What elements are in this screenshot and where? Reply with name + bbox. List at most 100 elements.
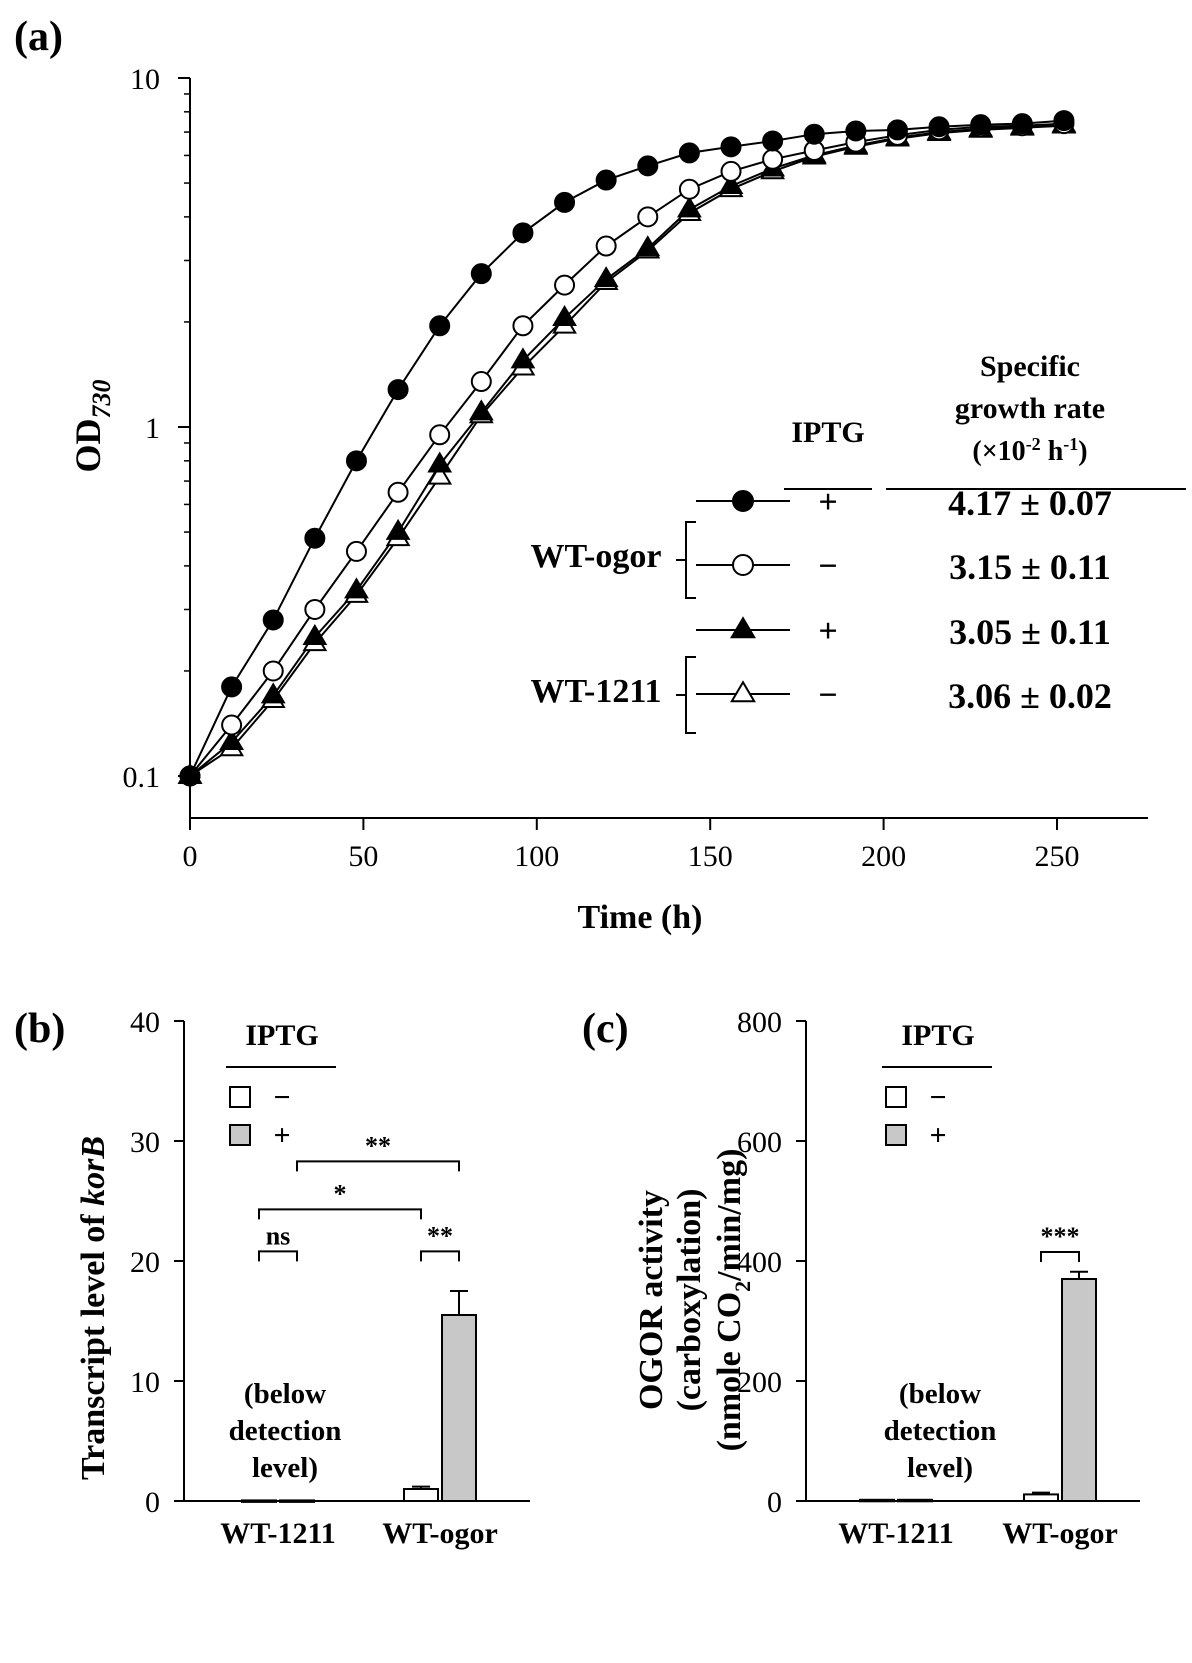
x-category-label: WT-1211	[220, 1517, 336, 1550]
bar-plus	[441, 1314, 477, 1502]
series-line-1	[189, 122, 1064, 777]
data-point-series-3	[427, 463, 453, 485]
legend-growth-rate: 3.05 ± 0.11	[949, 612, 1111, 652]
data-point-series-0	[595, 169, 617, 191]
y-tick-label: 200	[737, 1366, 782, 1399]
data-point-series-0	[1011, 113, 1033, 135]
y-tick-label: 600	[737, 1126, 782, 1159]
legend-label: −	[273, 1081, 290, 1114]
panel-b-bar-chart: (b) Transcript level of korB 0 10 20 30 40 WT…	[14, 1006, 530, 1550]
x-tick-label: 150	[688, 840, 733, 873]
legend-rate-header-line2: growth rate	[955, 392, 1105, 425]
legend-label: −	[929, 1081, 946, 1114]
data-point-series-0	[429, 315, 451, 337]
below-detection-note: level)	[252, 1452, 318, 1484]
data-point-series-2	[219, 729, 245, 751]
panel-a-y-axis-label: OD730	[68, 380, 116, 473]
data-point-series-1	[470, 371, 492, 393]
legend-label: +	[273, 1119, 290, 1152]
legend-bracket-wt-ogor	[676, 521, 696, 599]
panel-a-legend-rows: +4.17 ± 0.07 − 3.15 ± 0.11 + 3.05 ± 0.11 − 3.0…	[696, 483, 1112, 716]
data-point-series-0	[387, 379, 409, 401]
panel-a-y-ticks: 0.1 1 10	[123, 63, 190, 794]
y-tick-label: 400	[737, 1246, 782, 1279]
bar-minus	[403, 1488, 439, 1502]
x-category-label: WT-1211	[838, 1517, 954, 1550]
legend-marker-filled-triangle	[730, 616, 756, 639]
data-point-series-0	[221, 676, 243, 698]
panel-b-y-axis-label: Transcript level of korB	[75, 1136, 112, 1480]
legend-swatch	[229, 1124, 251, 1146]
bar-minus	[859, 1498, 895, 1503]
data-point-series-2	[593, 266, 619, 288]
series-line-0	[189, 119, 1064, 777]
data-point-series-1	[762, 148, 784, 170]
data-point-series-1	[429, 424, 451, 446]
below-detection-note: (below	[899, 1378, 981, 1410]
legend-iptg-sign: +	[818, 613, 837, 650]
data-point-series-2	[260, 682, 286, 704]
y-tick-label: 0	[767, 1486, 782, 1519]
legend-marker-open-circle	[732, 554, 754, 576]
y-tick-label: 0.1	[123, 761, 161, 794]
x-tick-label: 50	[348, 840, 378, 873]
legend-iptg-header: IPTG	[791, 416, 864, 449]
legend-growth-rate: 3.15 ± 0.11	[949, 547, 1111, 587]
significance-bracket	[296, 1160, 460, 1172]
panel-b-plot: 0 10 20 30 40 WT-1211 WT-ogor IPTG − + (below detec…	[130, 1006, 530, 1550]
data-point-series-2	[385, 518, 411, 540]
data-point-series-0	[179, 765, 201, 787]
data-point-series-0	[803, 123, 825, 145]
legend-growth-rate: 4.17 ± 0.07	[948, 483, 1112, 523]
data-point-series-2	[718, 172, 744, 194]
legend-rate-header-line1: Specific	[980, 350, 1080, 383]
panel-c-label: (c)	[582, 1006, 629, 1052]
y-tick-label: 800	[737, 1006, 782, 1039]
below-detection-note: detection	[884, 1415, 997, 1447]
data-point-series-1	[637, 206, 659, 228]
data-point-series-1	[304, 598, 326, 620]
series-line-3	[189, 124, 1064, 777]
legend-title: IPTG	[245, 1019, 318, 1052]
panel-c-plot: 0 200 400 600 800 WT-1211 WT-ogor IPTG − + (below d…	[737, 1006, 1140, 1550]
panel-a-legend: IPTG Specific growth rate (×10-2 h-1) WT…	[530, 350, 1186, 734]
data-point-series-2	[510, 347, 536, 369]
data-point-series-1	[512, 315, 534, 337]
data-point-series-1	[262, 660, 284, 682]
data-point-series-0	[304, 527, 326, 549]
bar-minus	[1023, 1493, 1059, 1503]
significance-bracket	[258, 1250, 298, 1262]
legend-group-wt-ogor: WT-ogor	[531, 538, 662, 575]
data-point-series-0	[845, 120, 867, 142]
significance-label: **	[365, 1131, 391, 1160]
panel-c-y-axis-label-line2: (carboxylation)	[671, 1189, 708, 1412]
data-point-series-1	[554, 274, 576, 296]
legend-title: IPTG	[901, 1019, 974, 1052]
y-tick-label: 40	[130, 1006, 160, 1039]
bar-plus	[1061, 1278, 1097, 1502]
legend-swatch	[885, 1086, 907, 1108]
legend-label: +	[929, 1119, 946, 1152]
x-tick-label: 200	[861, 840, 906, 873]
bar-plus	[897, 1498, 933, 1503]
data-point-series-0	[886, 119, 908, 141]
data-point-series-2	[302, 623, 328, 645]
legend-swatch	[229, 1086, 251, 1108]
legend-iptg-sign: −	[818, 548, 837, 585]
panel-a-x-ticks: 0 50 100 150 200 250	[183, 818, 1080, 873]
data-point-series-0	[928, 116, 950, 138]
data-point-series-2	[468, 399, 494, 421]
data-point-series-0	[637, 155, 659, 177]
data-point-series-1	[221, 714, 243, 736]
significance-label: **	[427, 1221, 453, 1250]
series-line-2	[189, 123, 1064, 777]
panel-a-line-chart: (a) OD730 Time (h) 0.1 1 10 0 50 100 150 200 25…	[14, 14, 1186, 936]
panel-a-x-axis-label: Time (h)	[578, 899, 703, 936]
data-point-series-0	[345, 450, 367, 472]
data-point-series-1	[595, 235, 617, 257]
below-detection-note: level)	[907, 1452, 973, 1484]
data-point-series-2	[344, 577, 369, 599]
data-point-series-2	[552, 305, 577, 327]
data-point-series-0	[678, 142, 700, 164]
y-tick-label: 30	[130, 1126, 160, 1159]
